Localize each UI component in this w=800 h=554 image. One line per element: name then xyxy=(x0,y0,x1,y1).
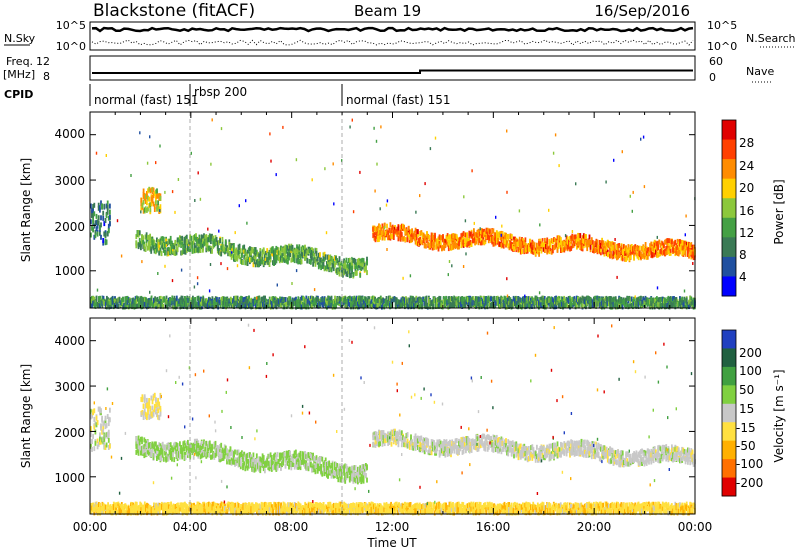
power-cbar-tick-16: 16 xyxy=(739,204,754,218)
power-cbar-tick-24: 24 xyxy=(739,159,754,173)
freq-ytick-right-bottom: 0 xyxy=(709,71,716,84)
vel-cbar-tick-15: 15 xyxy=(739,402,754,416)
vel-cbar-tick-50: 50 xyxy=(739,383,754,397)
xtick-0000: 00:00 xyxy=(73,520,108,534)
power-cbar-tick-28: 28 xyxy=(739,136,754,150)
velocity-ylabel: Slant Range [km] xyxy=(19,364,33,468)
power-ylabel: Slant Range [km] xyxy=(19,158,33,262)
power-cbar-tick-12: 12 xyxy=(739,226,754,240)
vel-cbar-tick-minus200: -200 xyxy=(736,476,763,490)
cpid-segment-3: normal (fast) 151 xyxy=(346,93,450,107)
x-axis-label: Time UT xyxy=(366,536,417,550)
vel-cbar-tick-100: 100 xyxy=(739,364,762,378)
velocity-colorbar-label: Velocity [m s⁻¹] xyxy=(772,369,786,462)
freq-ytick-left-bottom: 8 xyxy=(43,70,50,83)
noise-left-label: N.Sky xyxy=(4,32,36,45)
noise-ytick-right-bottom: 10^0 xyxy=(707,40,737,53)
cpid-segment-1: normal (fast) 151 xyxy=(94,93,198,107)
freq-ytick-left-top: 12 xyxy=(36,55,50,68)
beam-title: Beam 19 xyxy=(354,2,421,20)
power-ytick-4000: 4000 xyxy=(54,127,85,141)
noise-ytick-left-bottom: 10^0 xyxy=(56,40,86,53)
freq-panel-frame xyxy=(89,55,696,81)
cpid-segment-2: rbsp 200 xyxy=(194,85,247,99)
velocity-colorbar xyxy=(721,329,737,497)
power-ytick-3000: 3000 xyxy=(54,174,85,188)
noise-right-label: N.Search xyxy=(746,32,796,45)
xtick-0800: 08:00 xyxy=(274,520,309,534)
power-ytick-2000: 2000 xyxy=(54,220,85,234)
nave-label: Nave xyxy=(746,65,774,78)
velocity-ytick-2000: 2000 xyxy=(54,426,85,440)
power-plot-area xyxy=(90,112,695,308)
velocity-ytick-3000: 3000 xyxy=(54,380,85,394)
x-axis: 00:00 04:00 08:00 12:00 16:00 20:00 00:0… xyxy=(73,520,713,550)
power-data-layer xyxy=(90,118,696,310)
noise-ytick-left-top: 10^5 xyxy=(56,19,86,32)
vel-cbar-tick-minus100: -100 xyxy=(736,457,763,471)
power-cbar-tick-20: 20 xyxy=(739,181,754,195)
freq-left-label-1: Freq. xyxy=(6,55,33,68)
xtick-2400: 00:00 xyxy=(678,520,713,534)
noise-search-trace xyxy=(91,39,694,46)
freq-ytick-right-top: 60 xyxy=(709,55,723,68)
velocity-plot-area xyxy=(90,318,695,514)
power-ytick-1000: 1000 xyxy=(54,264,85,278)
vel-cbar-tick-minus15: -15 xyxy=(736,421,756,435)
xtick-0400: 04:00 xyxy=(173,520,208,534)
power-colorbar xyxy=(721,119,737,297)
noise-ytick-right-top: 10^5 xyxy=(707,19,737,32)
noise-panel-frame xyxy=(89,21,696,51)
cpid-label: CPID xyxy=(4,88,33,101)
velocity-data-layer xyxy=(90,323,696,516)
power-cbar-tick-4: 4 xyxy=(739,270,747,284)
cpid-panel: CPID normal (fast) 151 rbsp 200 normal (… xyxy=(4,84,450,107)
xtick-2000: 20:00 xyxy=(577,520,612,534)
date-title: 16/Sep/2016 xyxy=(594,2,690,20)
vel-cbar-tick-minus50: -50 xyxy=(736,439,756,453)
power-cbar-tick-8: 8 xyxy=(739,248,747,262)
noise-panel: N.Sky 10^5 10^0 10^5 10^0 N.Search xyxy=(4,19,796,53)
freq-left-label-2: [MHz] xyxy=(3,68,35,81)
vel-cbar-tick-200: 200 xyxy=(739,346,762,360)
noise-sky-trace xyxy=(91,26,694,33)
freq-trace xyxy=(92,69,693,74)
velocity-panel: 4000 3000 2000 1000 Slant Range [km] 200… xyxy=(19,317,786,516)
velocity-ytick-4000: 4000 xyxy=(54,334,85,348)
power-panel: 4000 3000 2000 1000 Slant Range [km] 28 … xyxy=(19,111,786,310)
xtick-1600: 16:00 xyxy=(476,520,511,534)
velocity-ytick-1000: 1000 xyxy=(54,471,85,485)
xtick-1200: 12:00 xyxy=(375,520,410,534)
radar-title: Blackstone (fitACF) xyxy=(93,1,255,21)
power-colorbar-label: Power [dB] xyxy=(772,179,786,244)
freq-panel: Freq. [MHz] 12 8 60 0 Nave xyxy=(3,55,774,84)
